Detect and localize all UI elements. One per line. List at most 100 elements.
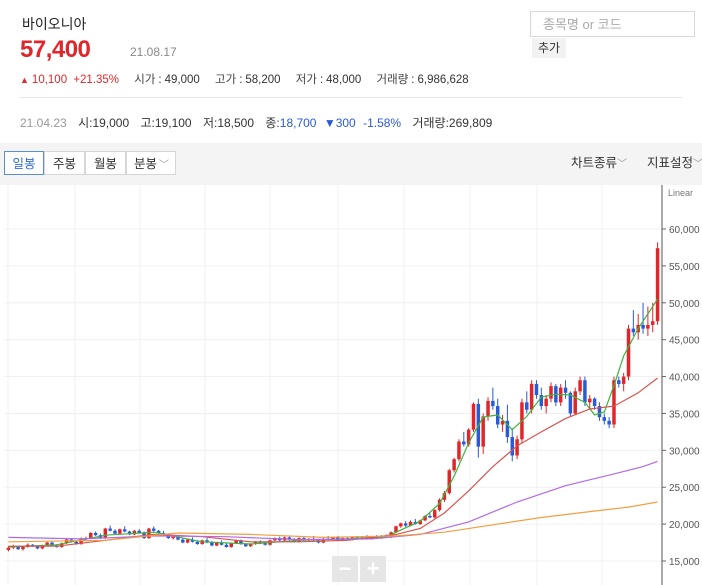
high-label: 고가 bbox=[215, 74, 237, 86]
candle-body bbox=[248, 544, 253, 547]
candle-body bbox=[655, 248, 660, 322]
candle-body bbox=[113, 530, 117, 534]
candle-body bbox=[258, 541, 263, 544]
candle-body bbox=[239, 540, 243, 545]
price-date: 21.08.17 bbox=[130, 45, 177, 59]
candle-body bbox=[399, 523, 403, 527]
tab-minute[interactable]: 분봉 ﹀ bbox=[126, 151, 176, 175]
candle-body bbox=[418, 520, 422, 525]
candle-body bbox=[50, 542, 54, 546]
tab-minute-label: 분봉 bbox=[134, 157, 158, 171]
candle-body bbox=[573, 391, 577, 414]
candle-body bbox=[641, 324, 645, 329]
add-button[interactable]: 추가 bbox=[532, 38, 566, 58]
chevron-down-icon: ﹀ bbox=[617, 159, 628, 170]
candle-body bbox=[505, 420, 510, 438]
candle-body bbox=[534, 383, 539, 395]
candle-body bbox=[137, 530, 141, 533]
candle-body bbox=[122, 529, 127, 532]
tab-weekly[interactable]: 주봉 bbox=[44, 151, 85, 175]
candle-body bbox=[442, 493, 447, 500]
candle-body bbox=[147, 528, 151, 539]
tab-monthly[interactable]: 월봉 bbox=[85, 151, 126, 175]
zoom-controls: − + bbox=[332, 556, 386, 582]
search-input[interactable] bbox=[531, 12, 694, 36]
y-tick-label: 45,000 bbox=[669, 336, 700, 347]
candle-body bbox=[210, 542, 214, 546]
candle-body bbox=[500, 420, 505, 425]
day-percent: -1.58% bbox=[363, 116, 402, 130]
candle-body bbox=[6, 547, 11, 550]
y-tick-label: 35,000 bbox=[669, 409, 700, 420]
candle-body bbox=[529, 383, 534, 410]
candle-body bbox=[491, 400, 495, 407]
zoom-in-button[interactable]: + bbox=[360, 556, 386, 582]
scale-label: Linear bbox=[668, 188, 693, 198]
candle-body bbox=[408, 521, 413, 526]
candle-body bbox=[273, 538, 277, 541]
candle-body bbox=[423, 515, 427, 521]
day-close: 18,700 bbox=[279, 116, 317, 130]
candle-body bbox=[263, 543, 267, 545]
candle-body bbox=[35, 546, 40, 549]
open-label: 시가 bbox=[134, 74, 156, 86]
chart-type-menu[interactable]: 차트종류﹀ bbox=[571, 152, 627, 171]
chart-type-label: 차트종류 bbox=[571, 156, 618, 170]
candle-body bbox=[549, 386, 553, 399]
candle-body bbox=[176, 536, 180, 540]
candle-body bbox=[621, 376, 626, 384]
day-high: 19,100 bbox=[154, 116, 192, 130]
candle-body bbox=[481, 416, 485, 447]
candle-body bbox=[244, 544, 248, 547]
change-amount: 10,100 bbox=[31, 74, 68, 86]
y-tick-label: 30,000 bbox=[669, 446, 700, 457]
day-low: 18,500 bbox=[217, 116, 255, 130]
candle-body bbox=[602, 417, 607, 421]
candle-body bbox=[74, 541, 78, 545]
candle-body bbox=[583, 380, 587, 403]
high-value: 58,200 bbox=[245, 74, 281, 86]
y-tick-label: 40,000 bbox=[669, 373, 700, 384]
candle-body bbox=[563, 387, 568, 393]
candle-body bbox=[394, 526, 398, 533]
candle-body bbox=[45, 542, 49, 546]
tab-daily[interactable]: 일봉 bbox=[4, 151, 44, 175]
candle-body bbox=[525, 402, 529, 410]
up-triangle-icon: ▲ bbox=[20, 75, 29, 85]
candle-body bbox=[253, 541, 258, 545]
candle-body bbox=[224, 544, 229, 547]
price-change-row: ▲ 10,100 +21.35% 시가:49,000 고가:58,200 저가:4… bbox=[20, 74, 469, 86]
volume-label: 거래량 bbox=[376, 74, 409, 86]
day-volume-label: 거래량 bbox=[412, 116, 446, 130]
indicator-settings-menu[interactable]: 지표설정﹀ bbox=[647, 152, 702, 171]
candle-body bbox=[515, 439, 519, 456]
y-tick-label: 50,000 bbox=[669, 299, 700, 310]
candle-body bbox=[650, 321, 655, 325]
day-low-label: 저 bbox=[202, 116, 214, 130]
candle-body bbox=[437, 499, 442, 511]
low-value: 48,000 bbox=[326, 74, 362, 86]
candle-body bbox=[16, 546, 20, 550]
candle-body bbox=[171, 536, 175, 539]
y-tick-label: 55,000 bbox=[669, 262, 700, 273]
candle-body bbox=[612, 380, 616, 425]
candle-body bbox=[462, 441, 466, 445]
candle-body bbox=[127, 531, 132, 535]
candle-body bbox=[607, 420, 611, 425]
down-triangle-icon: ▼ bbox=[323, 116, 336, 130]
candle-body bbox=[219, 542, 224, 545]
divider bbox=[20, 97, 682, 98]
candle-body bbox=[195, 541, 200, 545]
moving-average-line-ma120 bbox=[8, 501, 658, 543]
candle-body bbox=[471, 403, 476, 430]
candle-body bbox=[118, 529, 122, 534]
price-chart[interactable]: 60,000 55,000 50,000 45,000 40,000 35,000 30,0… bbox=[0, 185, 702, 585]
volume-value: 6,986,628 bbox=[417, 74, 469, 86]
candle-body bbox=[21, 546, 25, 550]
candle-body bbox=[486, 400, 490, 417]
zoom-out-button[interactable]: − bbox=[332, 556, 358, 582]
day-open: 19,000 bbox=[92, 116, 130, 130]
candle-body bbox=[568, 392, 573, 414]
candle-body bbox=[539, 395, 544, 407]
low-label: 저가 bbox=[295, 74, 317, 86]
